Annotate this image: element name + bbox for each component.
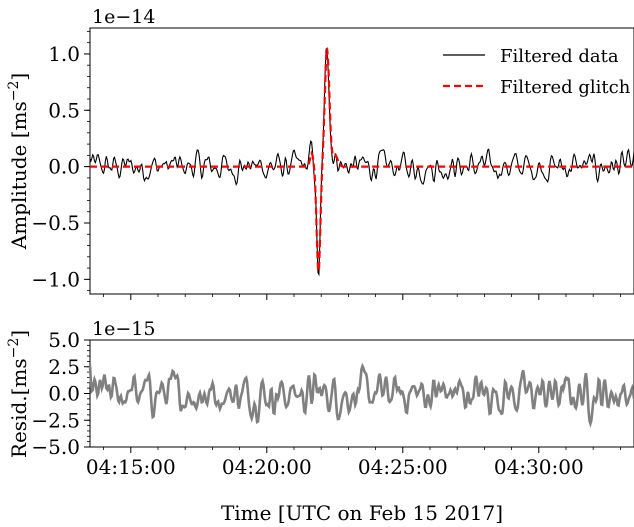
top-x-ticks bbox=[103, 294, 621, 300]
top-ytick-label-3: 0.5 bbox=[48, 98, 80, 122]
bottom-xtick-label-1: 04:20:00 bbox=[222, 455, 312, 479]
bottom-ylabel-exp: −2 bbox=[6, 338, 22, 359]
bottom-xtick-label-2: 04:25:00 bbox=[358, 455, 448, 479]
residual-line bbox=[88, 362, 634, 428]
bottom-ylabel-main: Resid.[ms bbox=[7, 358, 31, 458]
legend-glitch-label: Filtered glitch bbox=[500, 77, 631, 98]
top-ytick-label-2: 0.0 bbox=[48, 155, 80, 179]
bottom-y-axis-label: Resid.[ms−2] bbox=[6, 330, 31, 458]
legend-data-label: Filtered data bbox=[500, 46, 619, 67]
bottom-xtick-label-3: 04:30:00 bbox=[494, 455, 584, 479]
top-ylabel-close: ] bbox=[7, 73, 31, 81]
top-ylabel-main: Amplitude [ms bbox=[7, 101, 31, 250]
legend: Filtered data Filtered glitch bbox=[443, 46, 631, 98]
bottom-ytick-label-2: 0.0 bbox=[48, 382, 80, 406]
top-offset-text: 1e−14 bbox=[92, 6, 155, 28]
filtered-glitch-line bbox=[90, 48, 634, 272]
top-ytick-label-0: −1.0 bbox=[31, 267, 80, 291]
top-y-axis-label: Amplitude [ms−2] bbox=[6, 73, 31, 250]
bottom-ytick-label-0: −5.0 bbox=[31, 435, 80, 459]
filtered-data-line bbox=[89, 47, 634, 277]
top-axes-frame bbox=[89, 27, 634, 295]
bottom-ytick-label-4: 5.0 bbox=[48, 328, 80, 352]
bottom-xtick-label-0: 04:15:00 bbox=[86, 455, 176, 479]
top-panel: −1.0 −0.5 0.0 0.5 1.0 1e−14 Amplitude [ms−2]… bbox=[6, 6, 634, 300]
bottom-ylabel-close: ] bbox=[7, 330, 31, 338]
top-y-ticks: −1.0 −0.5 0.0 0.5 1.0 bbox=[31, 30, 90, 291]
top-ytick-label-4: 1.0 bbox=[48, 42, 80, 66]
bottom-x-ticks: 04:15:00 04:20:00 04:25:00 04:30:00 bbox=[86, 447, 621, 479]
bottom-ytick-label-1: −2.5 bbox=[31, 408, 80, 432]
top-ytick-label-1: −0.5 bbox=[31, 211, 80, 235]
bottom-offset-text: 1e−15 bbox=[92, 318, 155, 340]
bottom-y-ticks: −5.0 −2.50.0 2.5 5.0 bbox=[31, 328, 90, 459]
top-ylabel-exp: −2 bbox=[6, 81, 22, 102]
x-axis-label: Time [UTC on Feb 15 2017] bbox=[221, 501, 503, 525]
bottom-ytick-label-3: 2.5 bbox=[48, 355, 80, 379]
bottom-panel: −5.0 −2.50.0 2.5 5.0 04:15:00 04:20:00 04:25:… bbox=[6, 318, 634, 525]
